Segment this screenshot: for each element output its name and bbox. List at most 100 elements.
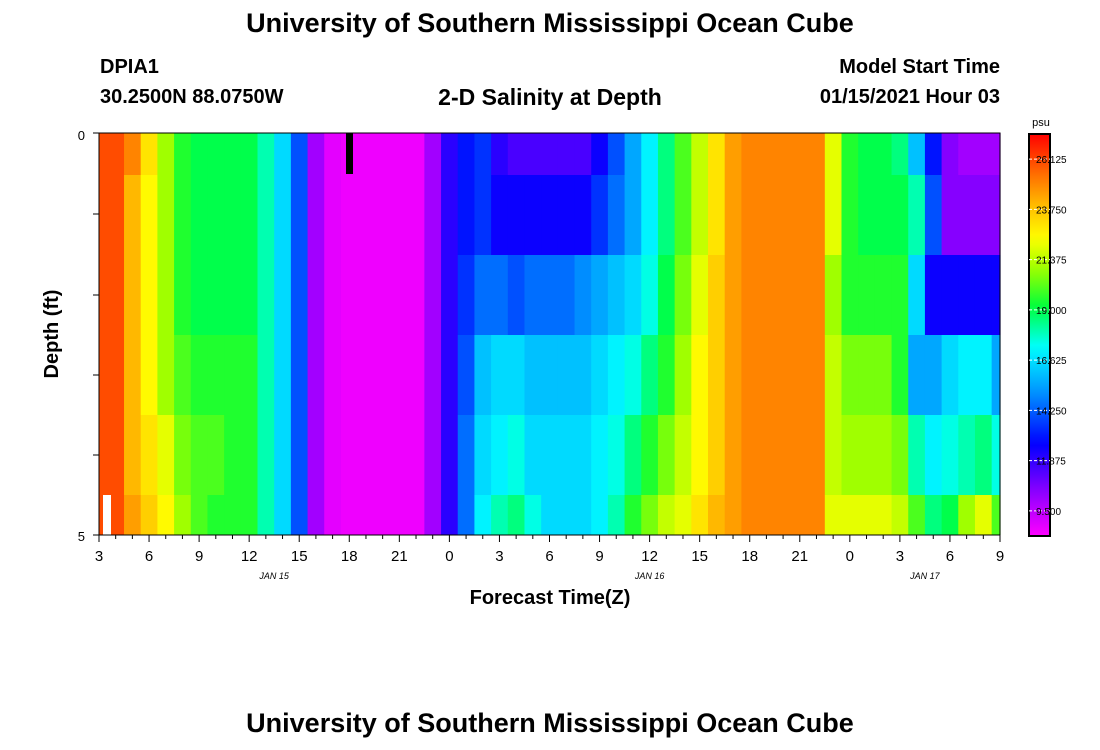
heatmap-cell bbox=[441, 495, 459, 535]
heatmap-cell bbox=[290, 255, 309, 335]
heatmap-cell bbox=[591, 415, 609, 495]
heatmap-cell bbox=[207, 255, 225, 335]
heatmap-cell bbox=[657, 495, 676, 535]
x-tick-label: 6 bbox=[545, 548, 553, 565]
heatmap-cell bbox=[991, 495, 1001, 535]
heatmap-cell bbox=[874, 335, 893, 415]
heatmap-cell bbox=[274, 175, 292, 255]
heatmap-cell bbox=[340, 415, 359, 495]
heatmap-cell bbox=[190, 255, 209, 335]
heatmap-cell bbox=[274, 133, 292, 175]
heatmap-cell bbox=[858, 495, 876, 535]
heatmap-cell bbox=[507, 495, 526, 535]
heatmap-cell bbox=[641, 495, 659, 535]
heatmap-cell bbox=[924, 255, 943, 335]
heatmap-cell bbox=[174, 415, 192, 495]
heatmap-cell bbox=[891, 175, 909, 255]
heatmap-cell bbox=[908, 175, 926, 255]
heatmap-cell bbox=[708, 133, 726, 175]
heatmap-cell bbox=[774, 495, 793, 535]
heatmap-cell bbox=[858, 175, 876, 255]
heatmap-cell bbox=[507, 175, 526, 255]
heatmap-cell bbox=[574, 133, 592, 175]
heatmap-cell bbox=[991, 175, 1001, 255]
heatmap-cell bbox=[741, 415, 759, 495]
heatmap-cell bbox=[791, 175, 809, 255]
colorbar-tick-label: 11.875 bbox=[1036, 457, 1066, 468]
colorbar-tick-label: 19.000 bbox=[1036, 306, 1067, 317]
heatmap-cell bbox=[891, 495, 909, 535]
heatmap-cell bbox=[691, 415, 709, 495]
heatmap-cell bbox=[340, 175, 359, 255]
heatmap-cell bbox=[491, 133, 509, 175]
heatmap-cell bbox=[124, 495, 142, 535]
heatmap-cell bbox=[274, 335, 292, 415]
heatmap-cell bbox=[474, 415, 492, 495]
heatmap-cell bbox=[407, 255, 425, 335]
heatmap-cell bbox=[474, 175, 492, 255]
heatmap-cell bbox=[374, 175, 392, 255]
heatmap-cell bbox=[741, 335, 759, 415]
depth-marker-bar bbox=[346, 133, 353, 174]
heatmap-cell bbox=[207, 335, 225, 415]
heatmap-cell bbox=[140, 133, 158, 175]
heatmap-cell bbox=[190, 133, 209, 175]
heatmap-cell bbox=[708, 255, 726, 335]
heatmap-cell bbox=[541, 335, 559, 415]
heatmap-cell bbox=[474, 133, 492, 175]
heatmap-cell bbox=[524, 133, 542, 175]
x-tick-label: 9 bbox=[195, 548, 203, 565]
heatmap-cell bbox=[491, 255, 509, 335]
heatmap-cell bbox=[908, 255, 926, 335]
heatmap-cell bbox=[991, 335, 1001, 415]
heatmap-cell bbox=[374, 133, 392, 175]
heatmap-cell bbox=[107, 255, 125, 335]
heatmap-cell bbox=[491, 175, 509, 255]
heatmap-cell bbox=[340, 495, 359, 535]
heatmap-cell bbox=[958, 415, 976, 495]
heatmap-cell bbox=[524, 335, 542, 415]
heatmap-cell bbox=[791, 335, 809, 415]
heatmap-cell bbox=[491, 415, 509, 495]
heatmap-cell bbox=[407, 415, 425, 495]
heatmap-cell bbox=[140, 175, 158, 255]
heatmap-cell bbox=[941, 335, 959, 415]
heatmap-cell bbox=[207, 133, 225, 175]
heatmap-cell bbox=[274, 255, 292, 335]
heatmap-cell bbox=[657, 133, 676, 175]
heatmap-cell bbox=[541, 255, 559, 335]
heatmap-cell bbox=[307, 335, 325, 415]
heatmap-cell bbox=[257, 415, 275, 495]
heatmap-cell bbox=[157, 335, 175, 415]
heatmap-cell bbox=[274, 495, 292, 535]
heatmap-cell bbox=[657, 335, 676, 415]
heatmap-cell bbox=[858, 133, 876, 175]
heatmap-cell bbox=[574, 335, 592, 415]
heatmap-cell bbox=[457, 415, 476, 495]
heatmap-cell bbox=[174, 495, 192, 535]
heatmap-cell bbox=[674, 133, 692, 175]
heatmap-cell bbox=[257, 255, 275, 335]
heatmap-cell bbox=[240, 335, 259, 415]
heatmap-cell bbox=[841, 335, 859, 415]
heatmap-cell bbox=[541, 175, 559, 255]
heatmap-cell bbox=[524, 495, 542, 535]
heatmap-cell bbox=[674, 335, 692, 415]
model-start-label: Model Start Time bbox=[839, 56, 1000, 78]
heatmap-cell bbox=[708, 495, 726, 535]
colorbar-tick-label: 9.500 bbox=[1036, 507, 1061, 518]
x-tick-label: 6 bbox=[946, 548, 954, 565]
heatmap-cell bbox=[457, 133, 476, 175]
heatmap-cell bbox=[374, 255, 392, 335]
heatmap-cell bbox=[390, 335, 409, 415]
heatmap-cell bbox=[491, 335, 509, 415]
colorbar-unit: psu bbox=[1032, 117, 1050, 129]
heatmap-cell bbox=[99, 335, 108, 415]
heatmap-cell bbox=[507, 133, 526, 175]
heatmap-cell bbox=[307, 415, 325, 495]
heatmap-cell bbox=[324, 415, 342, 495]
heatmap-cell bbox=[891, 133, 909, 175]
heatmap-cell bbox=[357, 133, 375, 175]
heatmap-cell bbox=[991, 255, 1001, 335]
heatmap-cell bbox=[99, 133, 108, 175]
